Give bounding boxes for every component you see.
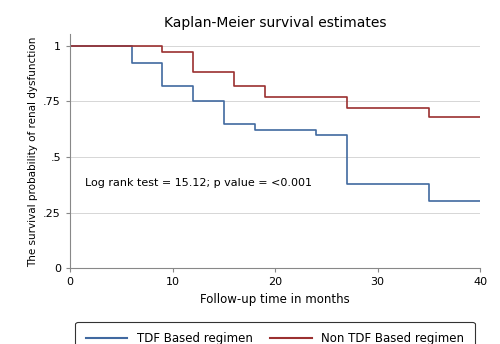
Y-axis label: The survival probability of renal dysfunction: The survival probability of renal dysfun… [28, 36, 38, 267]
Legend: TDF Based regimen, Non TDF Based regimen: TDF Based regimen, Non TDF Based regimen [76, 322, 474, 344]
Title: Kaplan-Meier survival estimates: Kaplan-Meier survival estimates [164, 17, 386, 31]
Text: Log rank test = 15.12; p value = <0.001: Log rank test = 15.12; p value = <0.001 [86, 178, 312, 188]
X-axis label: Follow-up time in months: Follow-up time in months [200, 293, 350, 306]
